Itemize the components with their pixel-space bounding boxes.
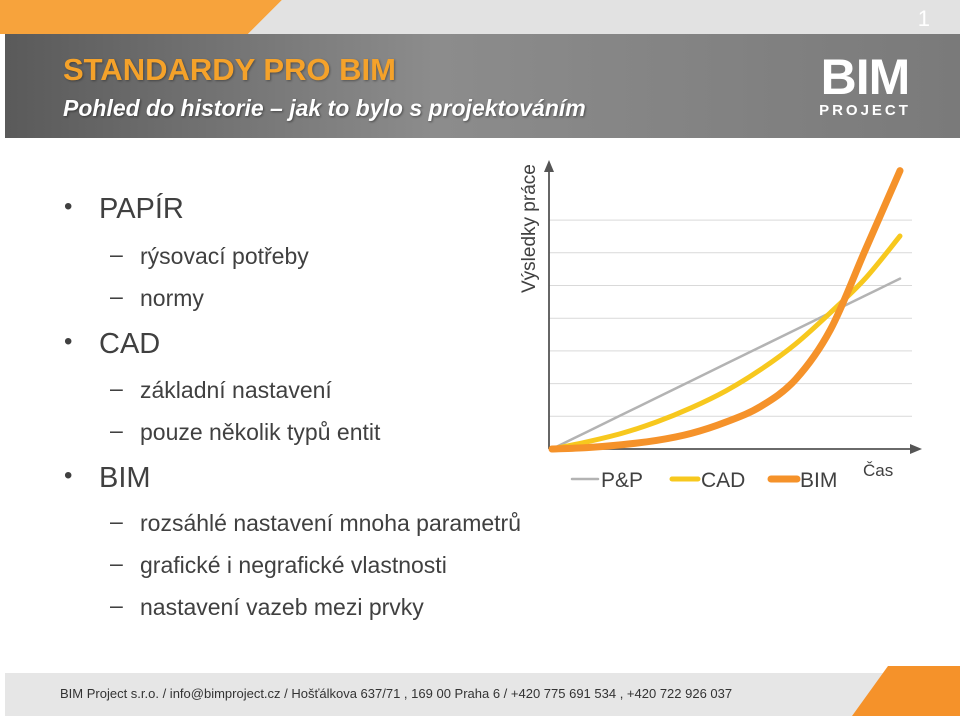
- bullet-item: • PAPÍR: [64, 193, 184, 226]
- chart-axes: [544, 160, 922, 454]
- bullet-item: • BIM: [64, 462, 151, 495]
- dash-icon: –: [110, 592, 123, 618]
- slide-title: STANDARDY PRO BIM: [63, 52, 396, 87]
- page-number: 1: [917, 6, 930, 31]
- top-accent-stripe: [0, 0, 960, 34]
- footer-bar: BIM Project s.r.o. / info@bimproject.cz …: [5, 673, 960, 716]
- sub-bullet-item: – rýsovací potřeby: [110, 241, 309, 270]
- bullet-text: CAD: [99, 328, 161, 360]
- x-axis-label: Čas: [863, 461, 893, 480]
- series-line-bim: [548, 167, 904, 453]
- chart-legend: P&P CAD BIM: [570, 469, 837, 492]
- logo-sub-text: PROJECT: [819, 102, 911, 119]
- bullet-dot-icon: •: [64, 328, 73, 355]
- chart-series: [548, 167, 904, 453]
- sub-bullet-item: – nastavení vazeb mezi prvky: [110, 592, 424, 621]
- sub-bullet-text: grafické i negrafické vlastnosti: [140, 552, 447, 578]
- dash-icon: –: [110, 375, 123, 401]
- sub-bullet-text: normy: [140, 285, 204, 311]
- bullet-text: BIM: [99, 462, 151, 494]
- page-number-tab: [852, 666, 960, 716]
- legend-label: BIM: [800, 469, 837, 492]
- dash-icon: –: [110, 508, 123, 534]
- legend-label: P&P: [601, 469, 643, 492]
- sub-bullet-text: rozsáhlé nastavení mnoha parametrů: [140, 510, 521, 536]
- sub-bullet-item: – pouze několik typů entit: [110, 417, 381, 446]
- dash-icon: –: [110, 283, 123, 309]
- y-axis-arrow-icon: [544, 160, 554, 172]
- sub-bullet-text: základní nastavení: [140, 377, 332, 403]
- series-line-cad: [549, 233, 903, 452]
- sub-bullet-item: – grafické i negrafické vlastnosti: [110, 550, 447, 579]
- sub-bullet-text: rýsovací potřeby: [140, 243, 309, 269]
- footer-contact: BIM Project s.r.o. / info@bimproject.cz …: [60, 686, 733, 701]
- y-axis-label: Výsledky práce: [519, 164, 540, 293]
- sub-bullet-text: pouze několik typů entit: [140, 419, 381, 445]
- sub-bullet-item: – rozsáhlé nastavení mnoha parametrů: [110, 508, 521, 537]
- sub-bullet-text: nastavení vazeb mezi prvky: [140, 594, 424, 620]
- legend-label: CAD: [701, 469, 745, 492]
- bullet-item: • CAD: [64, 328, 161, 361]
- x-axis-arrow-icon: [910, 444, 922, 454]
- dash-icon: –: [110, 241, 123, 267]
- bim-project-logo: BIM PROJECT: [816, 52, 914, 120]
- dash-icon: –: [110, 417, 123, 443]
- chart-gridlines: [549, 219, 912, 417]
- dash-icon: –: [110, 550, 123, 576]
- header-banner: STANDARDY PRO BIM Pohled do historie – j…: [5, 34, 960, 138]
- bullet-text: PAPÍR: [99, 193, 184, 225]
- slide-subtitle: Pohled do historie – jak to bylo s proje…: [63, 95, 586, 121]
- sub-bullet-item: – základní nastavení: [110, 375, 332, 404]
- bullet-dot-icon: •: [64, 193, 73, 220]
- logo-main-text: BIM: [820, 49, 911, 105]
- bullet-dot-icon: •: [64, 462, 73, 489]
- sub-bullet-item: – normy: [110, 283, 204, 312]
